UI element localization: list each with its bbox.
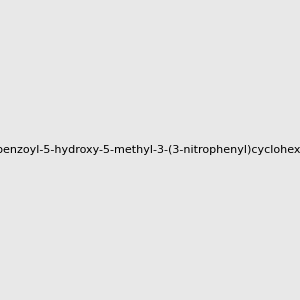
Text: 2,4-dibenzoyl-5-hydroxy-5-methyl-3-(3-nitrophenyl)cyclohexanone: 2,4-dibenzoyl-5-hydroxy-5-methyl-3-(3-ni…	[0, 145, 300, 155]
